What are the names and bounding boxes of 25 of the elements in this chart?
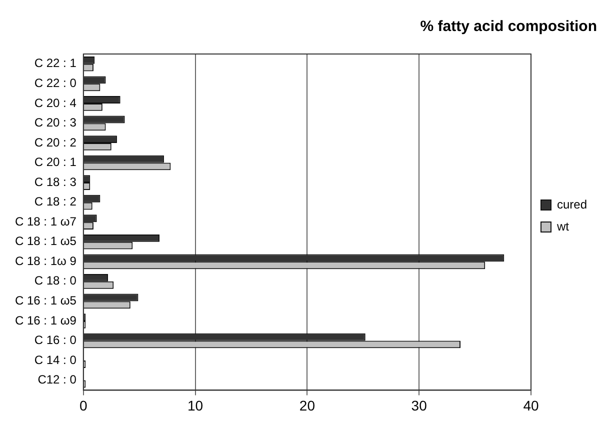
y-tick-label: C 22 : 0	[34, 76, 77, 90]
chart-title: % fatty acid composition	[420, 18, 597, 36]
x-tick-label: 10	[188, 397, 204, 414]
y-tick-label: C12 : 0	[38, 372, 77, 387]
y-tick-label: C 18 : 1 ω7	[14, 214, 77, 228]
x-tick-label: 20	[299, 397, 316, 414]
y-tick-label: C 22 : 1	[34, 56, 77, 70]
y-tick-label: C 18 : 2	[34, 194, 77, 209]
x-tick-label: 0	[80, 397, 88, 414]
y-tick-label: C 18 : 1 ω5	[14, 234, 77, 248]
y-tick-label: C 20 : 3	[34, 116, 77, 130]
x-tick-label: 40	[523, 397, 539, 414]
y-tick-label: C 16 : 1 ω9	[14, 313, 77, 328]
y-tick-label: C 20 : 1	[34, 155, 77, 170]
y-tick-label: C 20 : 4	[34, 96, 77, 110]
legend-label: wt	[556, 219, 570, 234]
legend-label: cured	[556, 197, 588, 212]
x-tick-label: 30	[411, 397, 428, 414]
y-tick-label: C 14 : 0	[34, 352, 77, 367]
y-tick-label: C 16 : 0	[34, 333, 77, 348]
y-tick-label: C 20 : 2	[34, 135, 77, 150]
y-tick-label: C 18 : 1ω 9	[14, 254, 77, 268]
y-tick-label: C 16 : 1 ω5	[14, 294, 77, 308]
y-tick-label: C 18 : 3	[34, 174, 77, 189]
y-tick-label: C 18 : 0	[34, 274, 77, 288]
